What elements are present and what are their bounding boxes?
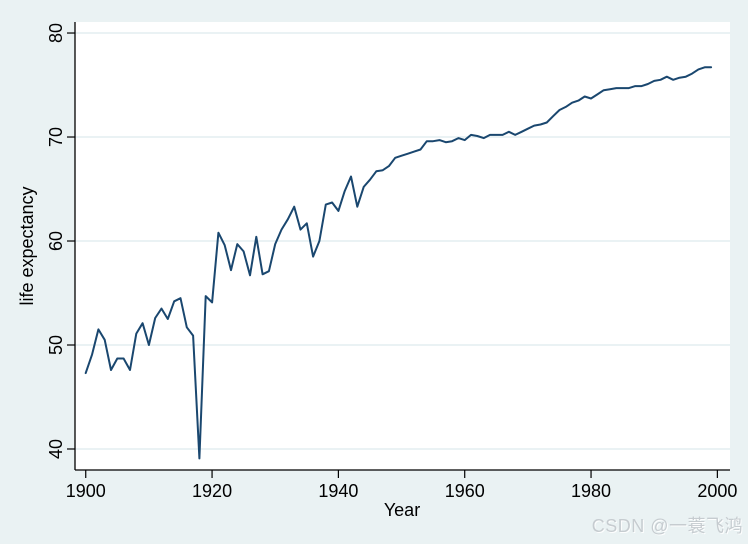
life-expectancy-line xyxy=(84,66,713,460)
x-tick-label: 1900 xyxy=(66,481,106,501)
y-tick-label: 60 xyxy=(46,231,66,251)
axis-tick-labels: 40 50 60 70 80 1900 1920 1940 1960 1980 2000 xyxy=(46,23,737,501)
y-tick-label: 40 xyxy=(46,439,66,459)
plot-area xyxy=(75,22,730,470)
y-tick-label: 80 xyxy=(46,23,66,43)
axis-ticks xyxy=(67,32,718,478)
x-tick-label: 1960 xyxy=(445,481,485,501)
x-tick-label: 1920 xyxy=(192,481,232,501)
y-tick-label: 70 xyxy=(46,127,66,147)
x-tick-label: 2000 xyxy=(697,481,737,501)
gridlines xyxy=(75,32,730,450)
x-axis-title: Year xyxy=(384,500,420,520)
watermark: CSDN @一蓑飞鸿 xyxy=(591,516,743,536)
x-tick-label: 1940 xyxy=(318,481,358,501)
y-axis-title: life expectancy xyxy=(17,186,37,305)
y-tick-label: 50 xyxy=(46,335,66,355)
x-tick-label: 1980 xyxy=(571,481,611,501)
